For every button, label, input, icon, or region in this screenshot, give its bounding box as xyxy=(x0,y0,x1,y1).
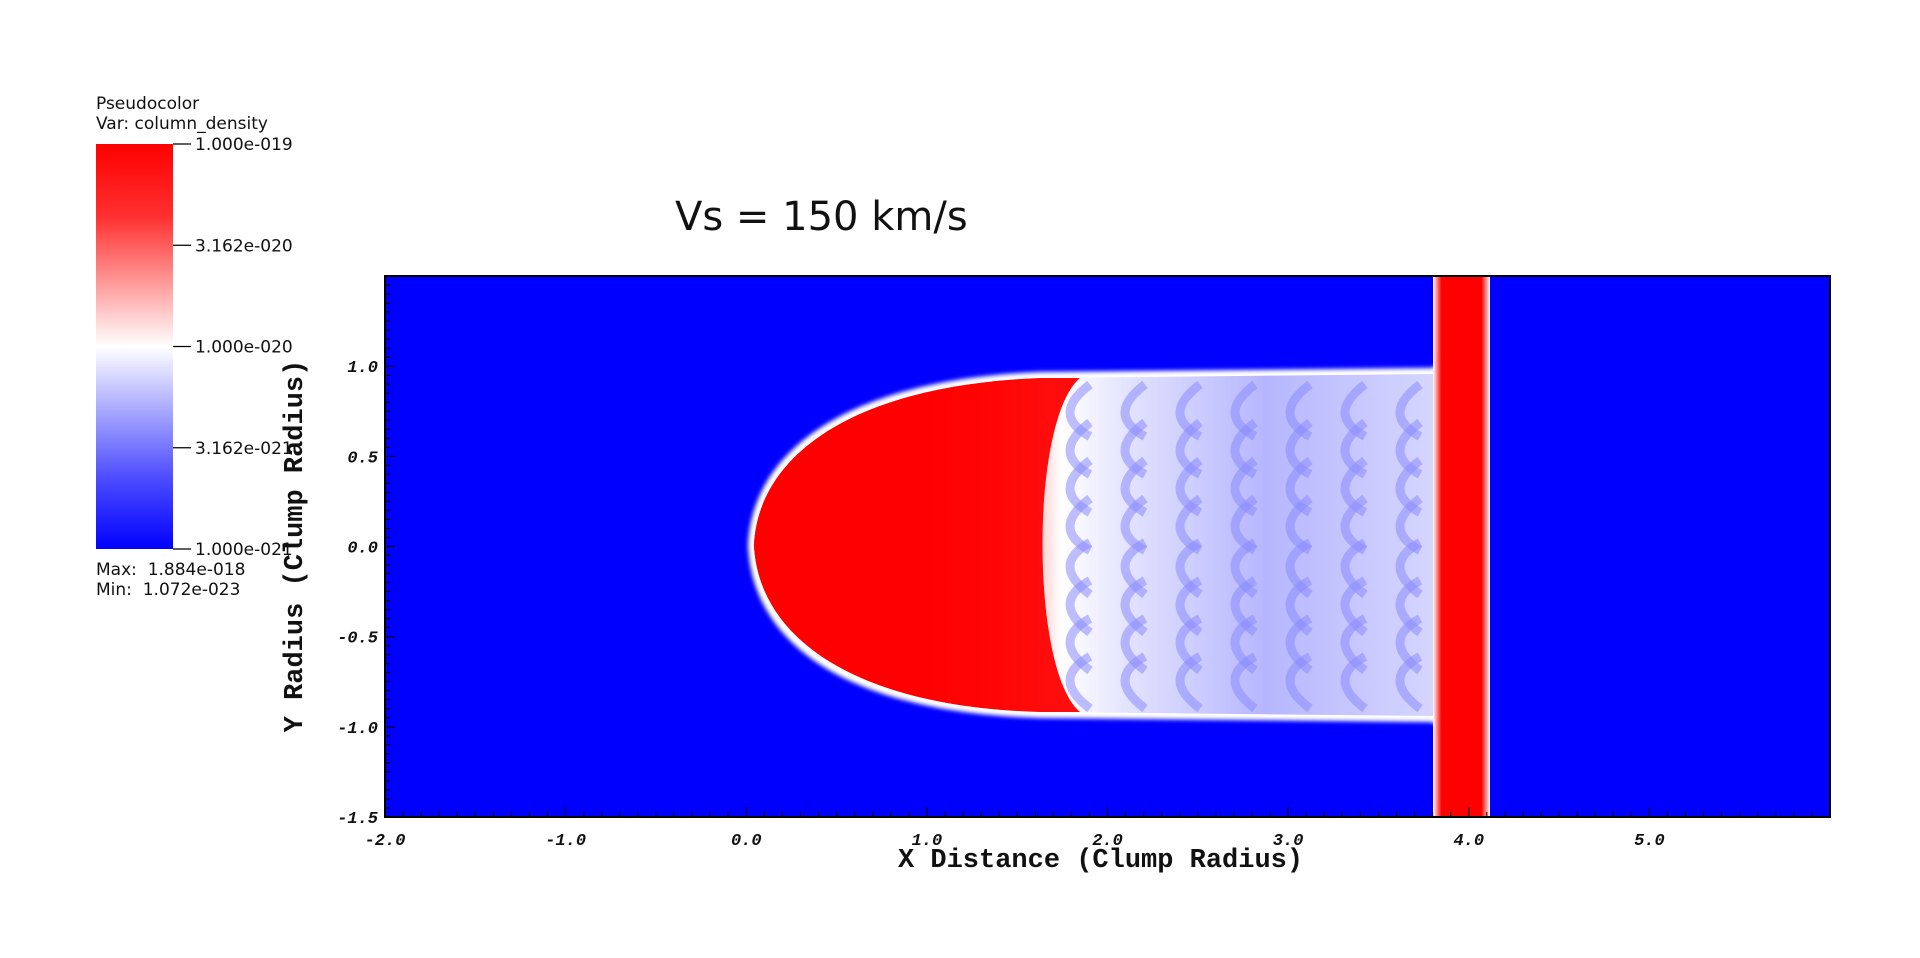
legend-variable: Var: column_density xyxy=(96,114,268,134)
striation xyxy=(1065,652,1093,713)
axis-ticks: -2.0 -1.0 0.0 1.0 2.0 3.0 4.0 5.0 1.0 0.5 0.0 -0.5 -… xyxy=(337,275,1831,851)
y-tick-label: 1.0 xyxy=(347,359,378,378)
shock-front xyxy=(1433,276,1490,817)
colorbar-ticks: 1.000e-019 3.162e-020 1.000e-020 3.162e-021… xyxy=(173,135,293,560)
striations xyxy=(1065,380,1423,713)
striation xyxy=(1230,652,1258,713)
striation xyxy=(1120,380,1148,441)
striation xyxy=(1395,380,1423,441)
striation xyxy=(1230,380,1258,441)
x-tick-label: 2.0 xyxy=(1092,832,1123,851)
colorbar-tick-label: 1.000e-021 xyxy=(195,540,293,560)
legend-plot-type: Pseudocolor xyxy=(96,94,200,114)
density-image xyxy=(385,276,1830,817)
striation xyxy=(1175,652,1203,713)
x-tick-label: -1.0 xyxy=(545,832,586,851)
y-tick-label: -1.0 xyxy=(337,720,378,739)
x-tick-label: 1.0 xyxy=(912,832,943,851)
colorbar-tick-label: 3.162e-020 xyxy=(195,236,293,256)
max-label: Max: xyxy=(96,560,137,580)
min-label: Min: xyxy=(96,580,132,600)
colorbar-tick-label: 3.162e-021 xyxy=(195,439,293,459)
y-tick-label: 0.0 xyxy=(347,540,378,559)
x-tick-label: 3.0 xyxy=(1273,832,1304,851)
legend-stats: Max: 1.884e-018 Min: 1.072e-023 xyxy=(96,560,245,600)
x-tick-label: 5.0 xyxy=(1634,832,1665,851)
x-tick-label: -2.0 xyxy=(365,832,406,851)
min-value: 1.072e-023 xyxy=(142,580,241,600)
x-tick-label: 0.0 xyxy=(731,832,762,851)
striation xyxy=(1285,380,1313,441)
striation xyxy=(1340,652,1368,713)
striation xyxy=(1340,380,1368,441)
striation xyxy=(1285,652,1313,713)
striation xyxy=(1120,652,1148,713)
y-tick-label: -1.5 xyxy=(337,810,378,829)
colorbar-tick-label: 1.000e-020 xyxy=(195,338,293,358)
max-value: 1.884e-018 xyxy=(147,560,246,580)
striation xyxy=(1175,380,1203,441)
plot-title: Vs = 150 km/s xyxy=(675,194,968,240)
y-tick-label: 0.5 xyxy=(347,449,378,468)
y-tick-label: -0.5 xyxy=(337,630,378,649)
x-tick-label: 4.0 xyxy=(1453,832,1484,851)
striation xyxy=(1065,380,1093,441)
clump-head xyxy=(754,378,1080,712)
colorbar-tick-label: 1.000e-019 xyxy=(195,135,293,155)
striation xyxy=(1395,652,1423,713)
x-axis-label: X Distance (Clump Radius) xyxy=(898,846,1304,876)
colorbar xyxy=(96,144,173,549)
legend-title: Pseudocolor Var: column_density xyxy=(96,94,268,134)
